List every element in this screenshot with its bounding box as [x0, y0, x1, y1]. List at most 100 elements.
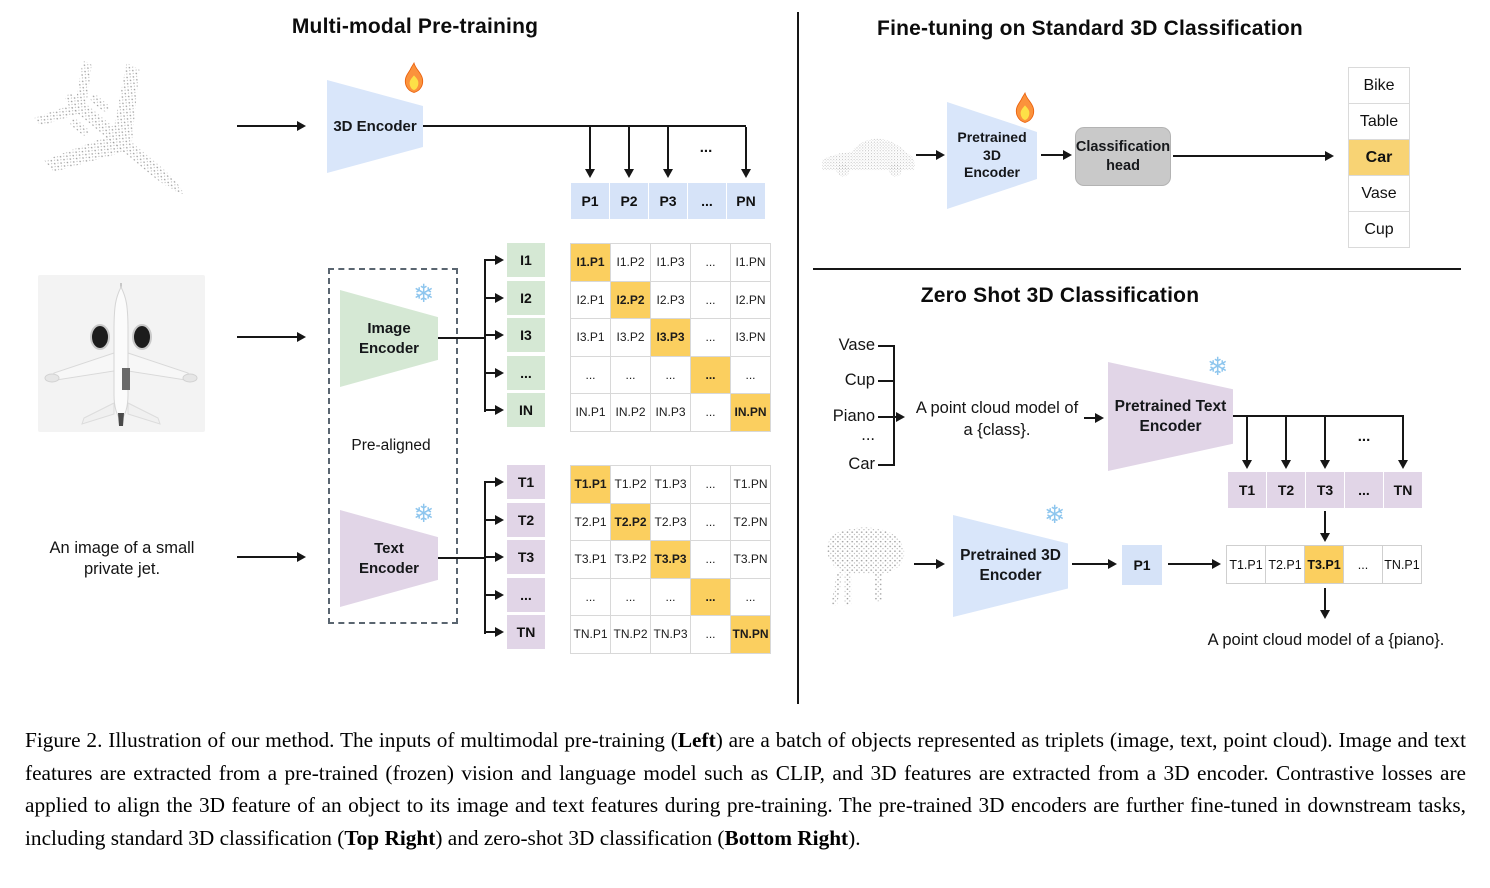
class-item: Table — [1348, 103, 1410, 140]
caption-bold-segment: Left — [677, 728, 716, 752]
matrix-cell: T2.PN — [731, 503, 770, 540]
zeroshot-result-text: A point cloud model of a {piano}. — [1207, 631, 1445, 649]
connector-line — [667, 127, 669, 170]
connector-line — [628, 127, 630, 170]
arrow-line — [914, 563, 938, 565]
matrix-cell: IN.P1 — [571, 394, 610, 431]
connector-line — [438, 337, 485, 339]
snowflake-icon: ❄ — [413, 499, 434, 528]
connector-line — [484, 481, 486, 634]
bracket-line — [893, 345, 895, 466]
matrix-cell: ... — [691, 319, 730, 356]
p-feature-cell: P1 — [571, 183, 609, 219]
class-name: Cup — [844, 371, 875, 389]
jet-text-prompt: An image of a small private jet. — [49, 539, 195, 578]
matrix-cell: TN.P2 — [611, 616, 650, 653]
vertical-divider — [797, 12, 799, 704]
matrix-cell: ... — [571, 578, 610, 615]
matrix-cell: IN.P2 — [611, 394, 650, 431]
arrow-head — [1281, 460, 1291, 469]
connector-line — [486, 481, 496, 483]
arrow-line — [878, 416, 898, 418]
connector-line — [486, 594, 496, 596]
pretrained-3d-encoder-frozen-block: Pretrained 3D Encoder — [953, 515, 1068, 617]
matrix-cell: I1.PN — [731, 244, 770, 281]
arrow-head — [495, 293, 504, 303]
matrix-cell: T3.PN — [731, 541, 770, 578]
p-feature-cell: P2 — [610, 183, 648, 219]
connector-line — [486, 519, 496, 521]
score-cell: TN.P1 — [1382, 545, 1422, 584]
connector-line — [486, 297, 496, 299]
matrix-cell: T1.P1 — [571, 466, 610, 503]
text-feature-cell: ... — [1345, 472, 1383, 508]
text-feature-cell: T2 — [1267, 472, 1305, 508]
connector-line — [1324, 588, 1326, 612]
arrow-head — [624, 169, 634, 178]
arrow-head — [1398, 460, 1408, 469]
arrow-line — [237, 125, 299, 127]
text-feature-cell: TN — [507, 615, 545, 649]
matrix-cell: I2.PN — [731, 281, 770, 318]
class-name: Vase — [838, 336, 875, 354]
arrow-head — [495, 590, 504, 600]
class-list: Bike Table Car Vase Cup — [1348, 67, 1410, 248]
figure-caption: Figure 2. Illustration of our method. Th… — [25, 724, 1466, 854]
caption-bold-segment: Top Right — [344, 825, 436, 850]
matrix-cell: ... — [651, 578, 690, 615]
matrix-cell: ... — [691, 356, 730, 393]
connector-line — [486, 631, 496, 633]
matrix-cell: T3.P1 — [571, 541, 610, 578]
matrix-cell: ... — [611, 578, 650, 615]
prompt-template: A point cloud model of a {class}. — [915, 399, 1079, 439]
class-item: Cup — [1348, 211, 1410, 248]
matrix-cell: I3.PN — [731, 319, 770, 356]
caption-segment: ). — [848, 825, 861, 850]
caption-bold-segment: Bottom Right — [724, 825, 849, 850]
matrix-cell: I1.P3 — [651, 244, 690, 281]
arrow-head — [1320, 533, 1330, 542]
image-feature-cell: IN — [507, 393, 545, 427]
matrix-cell: I3.P1 — [571, 319, 610, 356]
image-feature-cell: I3 — [507, 318, 545, 352]
text-feature-row: T1 T2 T3... TN — [1228, 472, 1422, 508]
matrix-cell: T1.P2 — [611, 466, 650, 503]
arrow-head — [297, 121, 306, 131]
connector-line — [589, 127, 591, 170]
image-feature-cell: I1 — [507, 243, 545, 277]
image-feature-cell: ... — [507, 355, 545, 390]
arrow-head — [936, 559, 945, 569]
arrow-head — [495, 552, 504, 562]
image-feature-cell: I2 — [507, 280, 545, 315]
class-item: Bike — [1348, 67, 1410, 104]
connector-line — [486, 409, 496, 411]
piano-point-cloud — [827, 527, 905, 606]
connector-line — [486, 372, 496, 374]
text-feature-cell: T3 — [507, 540, 545, 574]
arrow-head — [495, 368, 504, 378]
arrow-head — [495, 330, 504, 340]
arrow-line — [1041, 154, 1065, 156]
matrix-cell: ... — [691, 503, 730, 540]
horizontal-divider — [813, 268, 1461, 270]
arrow-head — [495, 515, 504, 525]
bracket-tick — [878, 464, 895, 466]
connector-line — [1324, 511, 1326, 535]
caption-segment: ) and zero-shot 3D classification ( — [435, 825, 725, 850]
text-feature-column: T1 T2 T3... TN — [507, 465, 545, 649]
matrix-cell: ... — [691, 394, 730, 431]
zeroshot-class-names: Vase Cup Piano... Car — [815, 0, 875, 480]
arrow-head — [297, 552, 306, 562]
connector-line — [486, 334, 496, 336]
arrow-line — [237, 556, 299, 558]
p-feature-cell: ... — [688, 183, 726, 219]
text-feature-cell: ... — [507, 577, 545, 612]
arrow-head — [1325, 151, 1334, 161]
p-feature-cell: PN — [727, 183, 765, 219]
score-cell: T2.P1 — [1265, 545, 1305, 584]
caption-segment: ) are a batch of objects represented as … — [25, 728, 1466, 850]
matrix-cell: IN.P3 — [651, 394, 690, 431]
arrow-head — [896, 412, 905, 422]
arrow-head — [936, 150, 945, 160]
matrix-cell: T2.P1 — [571, 503, 610, 540]
